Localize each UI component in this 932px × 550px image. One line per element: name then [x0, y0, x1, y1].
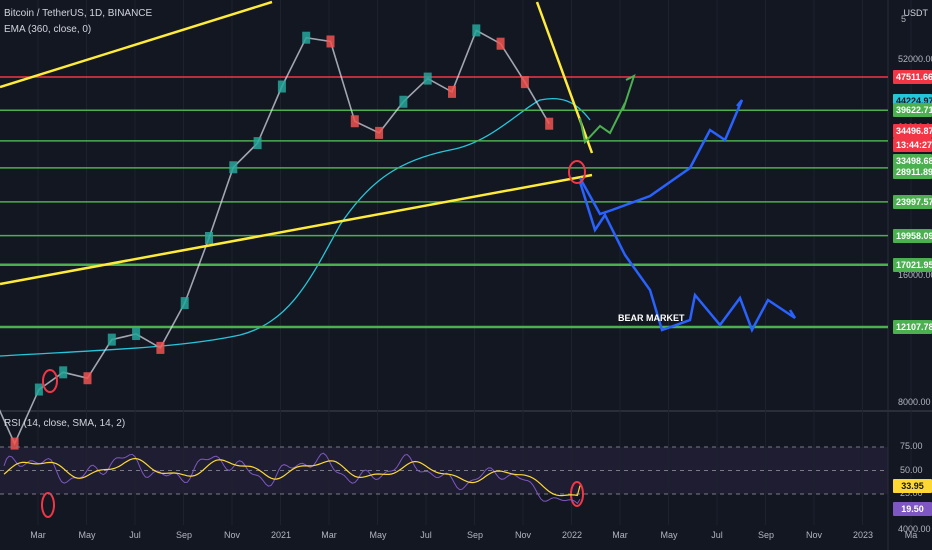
time-axis-label: Sep — [175, 530, 193, 540]
time-axis-label: Nov — [805, 530, 823, 540]
price-axis-label: 4000.00 — [898, 524, 931, 534]
trendline-upper — [0, 0, 273, 89]
drawings-layer[interactable] — [0, 0, 797, 518]
symbol-title[interactable]: Bitcoin / TetherUS, 1D, BINANCE — [4, 8, 153, 19]
price-axis-label: 8000.00 — [898, 397, 931, 407]
price-tag[interactable]: 34496.87 — [893, 124, 932, 138]
horizontal-levels[interactable] — [0, 76, 888, 329]
rsi-axis-label: 50.00 — [900, 465, 923, 475]
monthly-candle — [302, 31, 311, 44]
monthly-candle — [423, 72, 432, 85]
monthly-candle — [253, 137, 262, 150]
rsi-panel — [0, 446, 888, 505]
price-tag[interactable]: 33498.68 — [893, 154, 932, 168]
time-axis-label: 2023 — [852, 530, 874, 540]
monthly-candle — [399, 95, 408, 108]
panel-divider — [0, 410, 932, 412]
time-axis-label: Jul — [711, 530, 723, 540]
time-axis-label: Jul — [129, 530, 141, 540]
bull-projection — [579, 74, 636, 145]
time-axis-label: Sep — [466, 530, 484, 540]
monthly-candle — [156, 341, 165, 354]
time-axis-label: May — [660, 530, 678, 540]
price-layer — [0, 24, 554, 450]
monthly-candle — [472, 24, 481, 37]
price-tag[interactable]: 12107.78 — [893, 320, 932, 334]
highlight-circle — [41, 492, 55, 518]
price-axis-label: 16000.00 — [898, 270, 932, 280]
monthly-candle — [34, 383, 43, 396]
time-axis-label: May — [369, 530, 387, 540]
time-axis-label: Nov — [514, 530, 532, 540]
monthly-candle — [83, 372, 92, 385]
price-tag[interactable]: 13:44:27 — [893, 138, 932, 152]
monthly-candle — [375, 126, 384, 139]
rsi-line — [3, 452, 581, 505]
price-axis-label: 52000.00 — [898, 54, 932, 64]
ema-layer — [0, 97, 591, 357]
price-marker: 5 — [901, 14, 907, 24]
time-axis-label: May — [78, 530, 96, 540]
time-axis-label: 2022 — [561, 530, 583, 540]
time-axis-label: Jul — [420, 530, 432, 540]
rsi-tag: 33.95 — [893, 479, 932, 493]
monthly-candle — [10, 437, 19, 450]
price-tag[interactable]: 47511.66 — [893, 70, 932, 84]
rsi-tag: 19.50 — [893, 502, 932, 516]
time-axis-label: Nov — [223, 530, 241, 540]
time-axis-label: Mar — [30, 530, 46, 540]
price-tag[interactable]: 19958.09 — [893, 229, 932, 243]
monthly-candle — [545, 117, 554, 130]
rsi-legend[interactable]: RSI (14, close, SMA, 14, 2) — [4, 418, 126, 429]
highlight-circle — [42, 369, 58, 393]
monthly-candle — [350, 115, 359, 128]
highlight-circle — [568, 160, 586, 184]
price-tag[interactable]: 39622.71 — [893, 103, 932, 117]
ema-line — [0, 97, 591, 357]
bear-projection-recovery — [578, 99, 744, 216]
price-tag[interactable]: 17021.95 — [893, 258, 932, 272]
rsi-axis-label: 25.00 — [900, 488, 923, 498]
time-axis-label: Ma — [904, 530, 918, 540]
bear-projection-crash — [578, 181, 797, 334]
monthly-candle — [132, 328, 141, 341]
monthly-candle — [277, 80, 286, 93]
monthly-candle — [229, 161, 238, 174]
price-tag[interactable]: 23997.57 — [893, 195, 932, 209]
monthly-candle — [496, 37, 505, 50]
time-axis-label: Mar — [612, 530, 628, 540]
currency-label: USDT — [903, 8, 929, 18]
monthly-candle — [520, 76, 529, 89]
ema-legend[interactable]: EMA (360, close, 0) — [4, 24, 92, 35]
trendline-lower — [0, 173, 593, 286]
rsi-axis-label: 75.00 — [900, 441, 923, 451]
monthly-candle — [107, 333, 116, 346]
time-axis-label: Sep — [757, 530, 775, 540]
monthly-candle — [326, 35, 335, 48]
monthly-candle — [59, 366, 68, 379]
price-tag[interactable]: 28911.89 — [893, 165, 932, 179]
time-axis-label: Mar — [321, 530, 337, 540]
rsi-ma-line — [3, 457, 581, 497]
time-axis-label: 2021 — [270, 530, 292, 540]
bear-market-label: BEAR MARKET — [618, 313, 685, 323]
monthly-candle — [180, 297, 189, 310]
price-line — [0, 29, 550, 446]
monthly-candle — [205, 231, 213, 244]
monthly-candle — [448, 85, 456, 98]
